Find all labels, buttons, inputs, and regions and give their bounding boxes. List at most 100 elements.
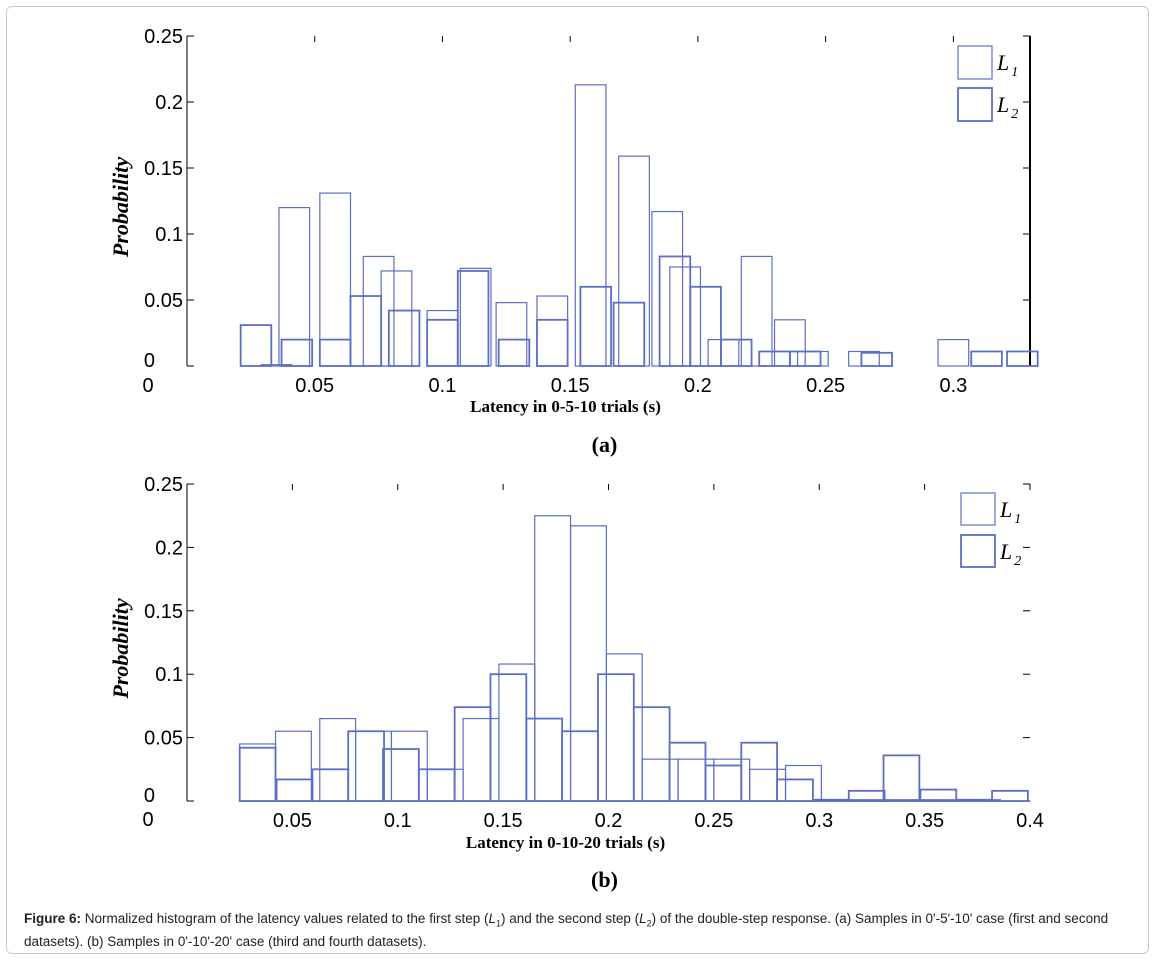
bar [720,338,753,367]
bar [740,741,779,802]
y-tick-label: 0.1 [155,664,183,686]
bar [847,789,886,802]
legend-swatch [957,87,993,122]
bar [489,673,528,802]
x-origin-label: 0 [142,375,153,397]
bar [536,318,569,367]
bar [280,338,314,367]
bar [238,746,277,802]
bar [569,525,607,802]
bar [632,706,671,802]
legend-label-sub: 2 [1011,107,1018,122]
bar [796,350,829,367]
chart-panel-a: 0.05 0.1 0.15 0.2 0.25 0 0 0.05 0.1 0.15 0.2 0.25 0.… [108,26,1039,457]
y-tick-label: 0.25 [144,26,183,48]
x-tick-label: 0.05 [295,375,334,397]
x-tick-label: 0.35 [905,810,944,832]
legend-swatch [960,492,996,526]
bar [579,285,612,367]
x-tick-label: 0.4 [1016,810,1044,832]
caption-l1-sub: 1 [495,918,501,929]
x-tick-label: 0.15 [551,375,590,397]
bar [669,266,702,367]
bar [525,717,564,802]
bar [704,764,743,802]
y-tick-label: 0.25 [144,474,183,496]
bar [536,295,569,367]
series-L2 [238,673,1029,802]
bar [239,324,273,367]
panel-label: (a) [592,432,618,457]
y-tick-label: 0.15 [144,158,183,180]
bar [937,339,970,367]
x-tick-label: 0.2 [684,375,712,397]
bar [658,255,692,367]
bar [561,730,599,802]
x-tick-label: 0.3 [805,810,833,832]
bar [740,255,773,367]
bar [882,754,921,802]
legend-label-base: L [996,50,1009,75]
x-tick-label: 0.1 [429,375,457,397]
bar [498,663,536,802]
caption-part1: Normalized histogram of the latency valu… [81,911,489,926]
series-L1 [239,515,1002,802]
x-tick-label: 0.25 [806,375,845,397]
bar [641,758,679,802]
y-tick-label: 0.1 [155,224,183,246]
x-tick-label: 0.2 [595,810,623,832]
caption-part2: ) and the second step ( [501,911,640,926]
x-tick-label: 0.25 [694,810,733,832]
y-tick-label: 0.2 [155,92,183,114]
bar [426,309,459,367]
x-tick-label: 0.1 [384,810,412,832]
bar [776,778,814,802]
legend: L 1L 2 [957,45,1018,122]
bar [788,350,822,367]
bar [534,515,572,802]
chart-panel-b: 0.05 0.1 0.15 0.2 0.25 00 0.05 0.1 0.15 0.2 0.25 0.… [108,474,1044,892]
bar [597,673,635,802]
bar [749,768,787,802]
x-origin-label: 0 [142,809,153,831]
bar [689,285,722,367]
y-tick-label: 0.15 [144,601,183,623]
bar [462,717,500,802]
bar [651,210,684,367]
y-axis-label: Probability [108,157,133,258]
x-tick-label: 0.15 [484,810,523,832]
bar [668,741,707,802]
y-tick-label-zero: 0 [144,785,155,807]
figure-frame [6,6,1149,954]
y-tick-label: 0.2 [155,537,183,559]
caption-l1: L [488,911,496,926]
bar [318,338,352,367]
legend-label-base: L [999,539,1012,564]
legend-swatch [957,45,993,80]
bar [784,764,822,802]
y-tick-label-zero: 0 [144,350,155,372]
bar [1006,350,1039,367]
bar [387,309,421,367]
bar [382,748,420,802]
bar [453,706,492,802]
bar [495,302,528,367]
bar [311,768,350,802]
bar [426,318,459,367]
legend-label-base: L [999,497,1012,522]
x-axis-label: Latency in 0-5-10 trials (s) [470,397,661,416]
y-tick-label: 0.05 [144,290,183,312]
bar [860,351,893,367]
bar [380,270,413,367]
bar [347,730,385,802]
bar [349,295,383,367]
x-tick-label: 0.3 [939,375,967,397]
x-axis-label: Latency in 0-10-20 trials (s) [466,833,665,852]
panel-label: (b) [591,867,618,892]
bar [812,798,850,802]
legend-label-sub: 1 [1011,65,1018,80]
